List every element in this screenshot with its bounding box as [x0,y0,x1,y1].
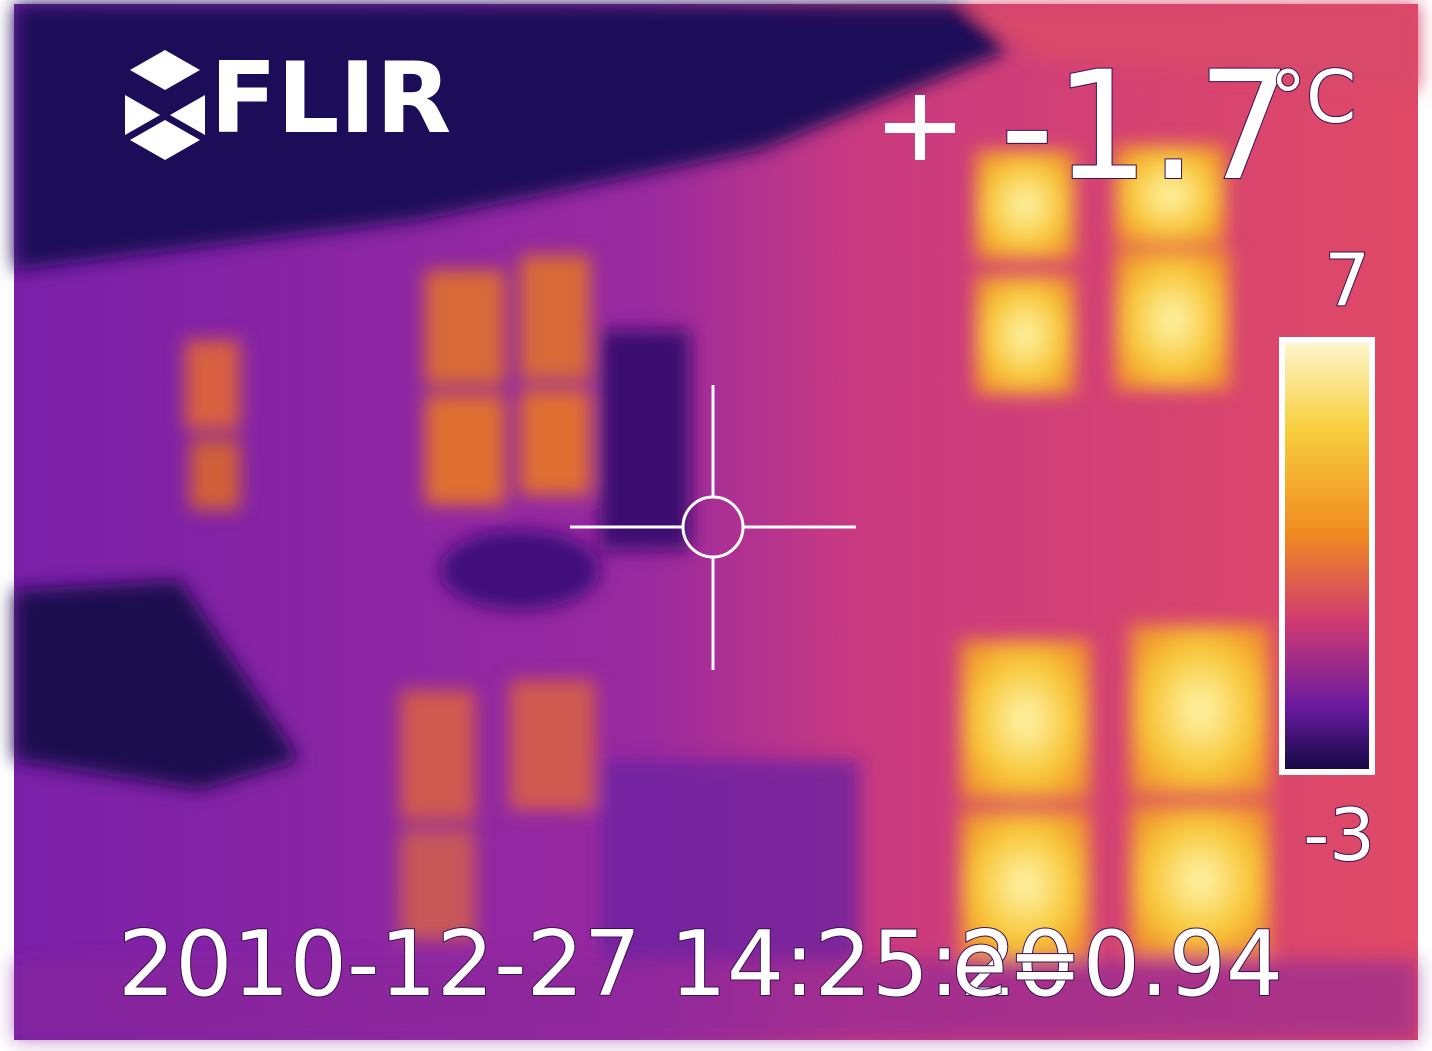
brand-logo: FLIR [125,42,451,160]
temperature-unit: °C [1270,55,1356,139]
spot-temperature: -1.7 [1000,40,1293,214]
scene-features [14,4,1418,1040]
scale-min: -3 [1303,793,1375,877]
brand-name: FLIR [210,42,451,156]
timestamp: 2010-12-27 14:25:20 [118,912,1074,1017]
crosshair [570,385,856,670]
thermal-scene [14,4,1418,1040]
color-scale [1279,337,1375,775]
scale-max: 7 [1324,238,1370,322]
emissivity: e=0.94 [952,912,1283,1017]
spot-marker-symbol [885,95,955,160]
